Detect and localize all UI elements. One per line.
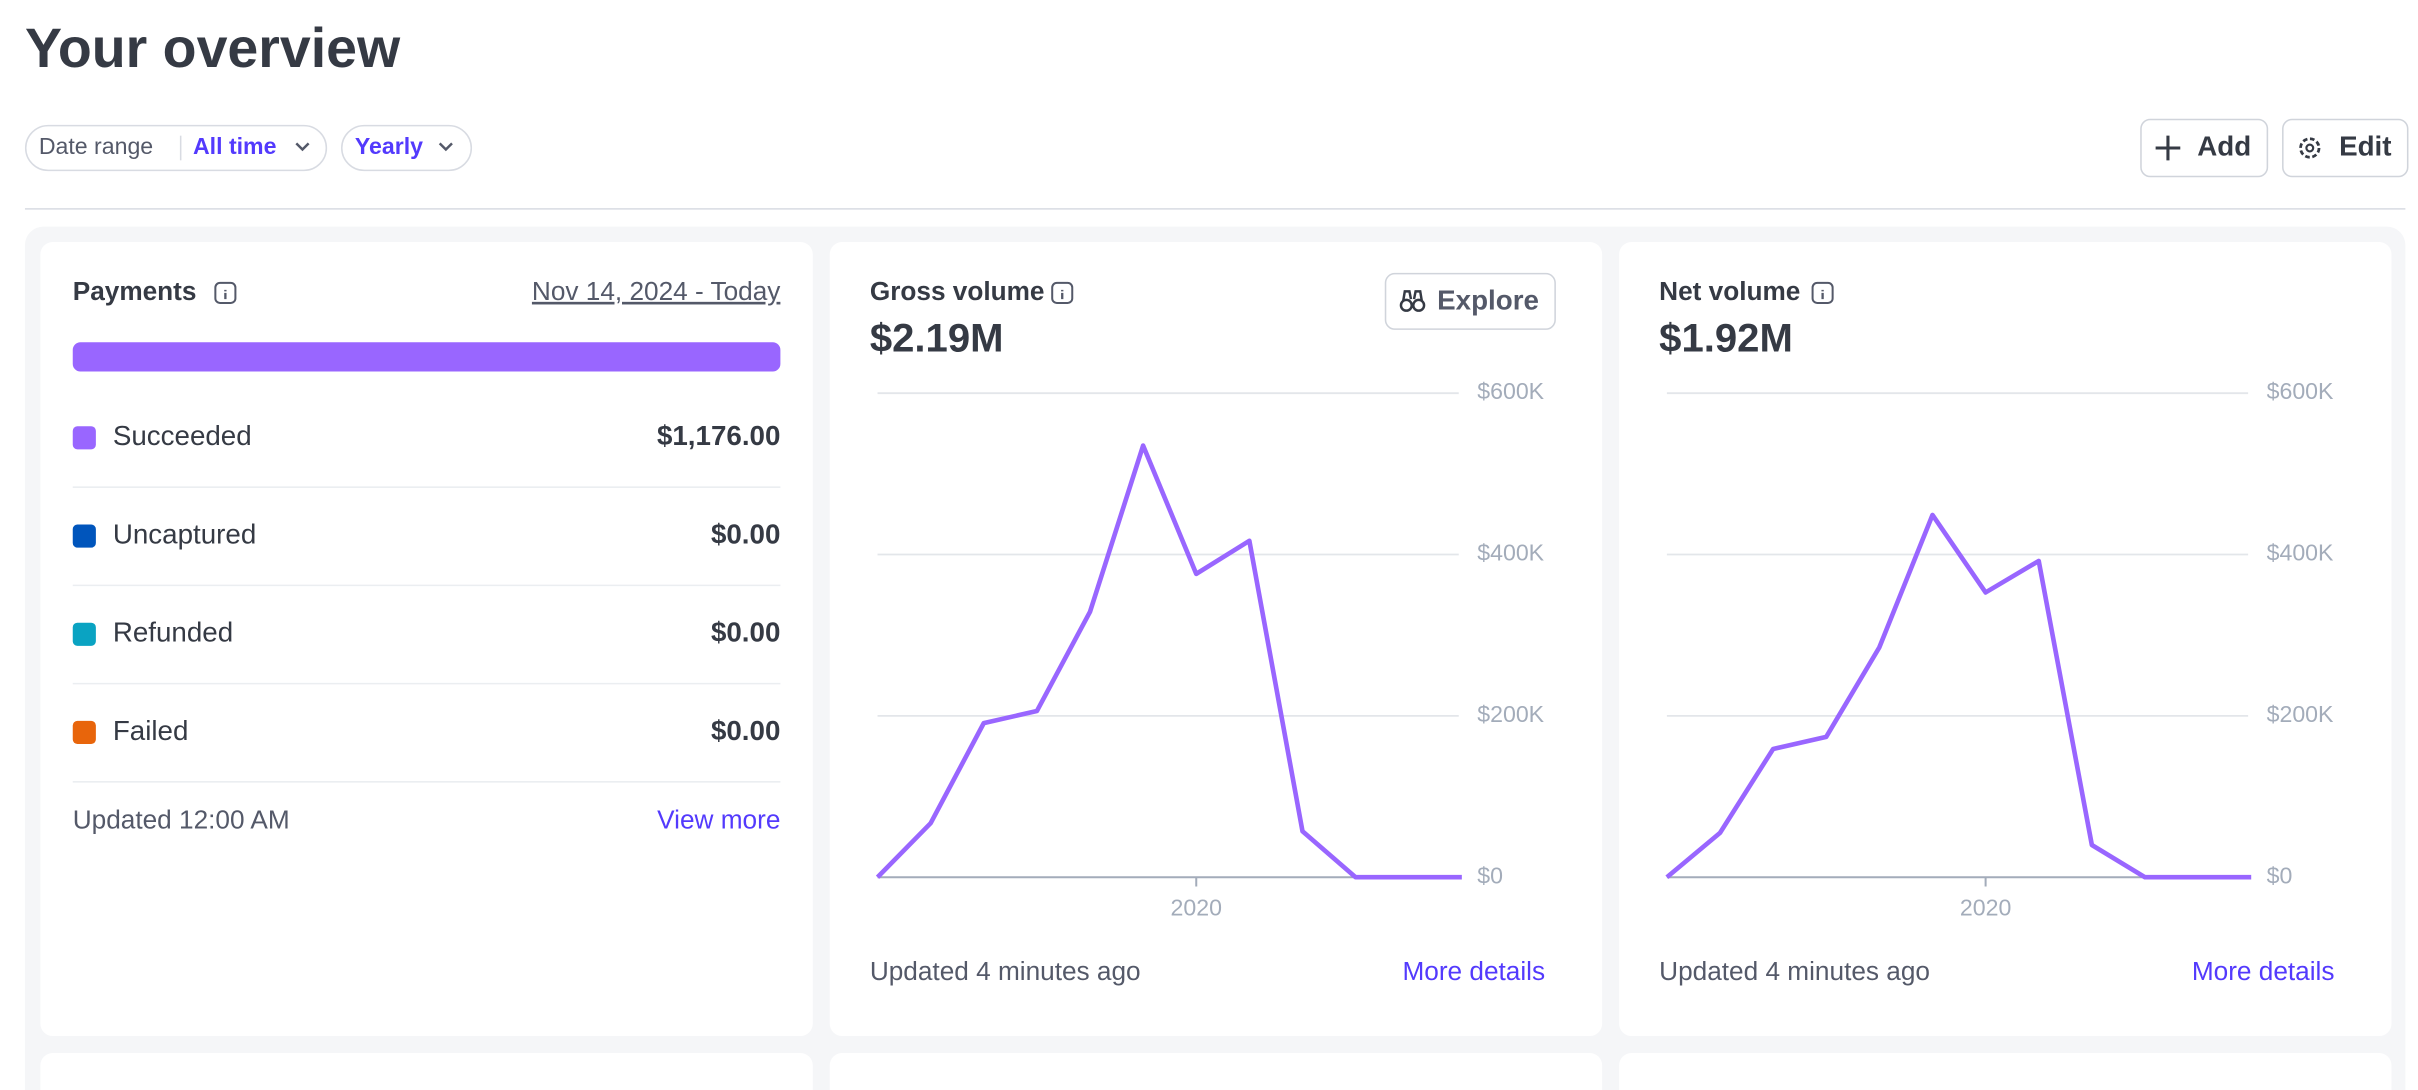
binoculars-icon: [1399, 298, 1413, 312]
button-label[interactable]: Add: [2197, 130, 2251, 161]
date-range-link[interactable]: Nov 14, 2024 - Today: [532, 276, 781, 306]
data-line: [875, 443, 1462, 880]
updated-text: Updated 12:00 AM: [73, 805, 290, 835]
explore-button[interactable]: [1384, 272, 1556, 330]
y-tick-label: $0: [2267, 862, 2293, 888]
binoculars-icon: [1412, 298, 1426, 312]
card: [1619, 242, 2392, 1037]
more-details-link[interactable]: More details: [2192, 956, 2335, 986]
status-label: Refunded: [113, 617, 233, 648]
status-swatch: [72, 622, 96, 646]
plus-icon: [2155, 135, 2181, 161]
y-tick-label: $600K: [2267, 378, 2334, 404]
card: [40, 242, 813, 1037]
view-more-link[interactable]: View more: [657, 805, 780, 835]
y-tick-label: $400K: [1477, 540, 1544, 566]
payments-bar: [72, 342, 781, 372]
y-tick-label: $200K: [2267, 701, 2334, 727]
status-value: $0.00: [711, 518, 780, 549]
y-tick-label: $400K: [2267, 540, 2334, 566]
gear-icon: [2305, 143, 2315, 153]
status-label: Failed: [113, 715, 189, 746]
binoculars-icon: [1402, 290, 1423, 301]
chevron: [438, 142, 453, 152]
data-line: [1665, 512, 2252, 880]
x-tick-label: 2020: [1960, 895, 2011, 921]
filter-value[interactable]: Yearly: [355, 133, 423, 159]
chart-summary: $2.19M: [870, 316, 1004, 360]
gear-icon: [2299, 137, 2321, 159]
status-swatch: [72, 426, 96, 450]
status-label: Uncaptured: [113, 518, 256, 549]
y-tick-label: $600K: [1477, 378, 1544, 404]
card: [40, 1053, 813, 1090]
status-swatch: [72, 524, 96, 548]
card: [829, 1053, 1603, 1090]
y-tick-label: $0: [1477, 862, 1503, 888]
info-icon[interactable]: [214, 281, 237, 304]
info-icon[interactable]: [1051, 281, 1074, 304]
status-value: $0.00: [711, 617, 780, 648]
chart-title: Net volume: [1659, 276, 1800, 306]
y-tick-label: $200K: [1477, 701, 1544, 727]
button-label[interactable]: Explore: [1437, 285, 1539, 316]
status-value: $0.00: [711, 715, 780, 746]
card: [829, 242, 1603, 1037]
status-value: $1,176.00: [657, 420, 780, 451]
edit-button[interactable]: [2282, 118, 2409, 178]
page-title: Your overview: [25, 17, 401, 79]
updated-text: Updated 4 minutes ago: [870, 956, 1141, 986]
interval-filter[interactable]: [341, 124, 473, 172]
updated-text: Updated 4 minutes ago: [1659, 956, 1930, 986]
button-label[interactable]: Edit: [2339, 130, 2391, 161]
filter-value[interactable]: All time: [193, 133, 277, 159]
date-range-filter[interactable]: [24, 124, 328, 172]
status-swatch: [72, 720, 96, 745]
chart-title: Gross volume: [870, 276, 1045, 306]
more-details-link[interactable]: More details: [1402, 956, 1545, 986]
filter-label: Date range: [39, 133, 153, 159]
x-tick-label: 2020: [1171, 895, 1222, 921]
chart-summary: $1.92M: [1659, 316, 1793, 360]
chevron: [295, 142, 310, 152]
info-icon[interactable]: [1811, 281, 1834, 304]
card-title: Payments: [73, 276, 197, 306]
add-button[interactable]: [2140, 118, 2269, 178]
status-label: Succeeded: [113, 420, 252, 451]
card: [1619, 1053, 2392, 1090]
